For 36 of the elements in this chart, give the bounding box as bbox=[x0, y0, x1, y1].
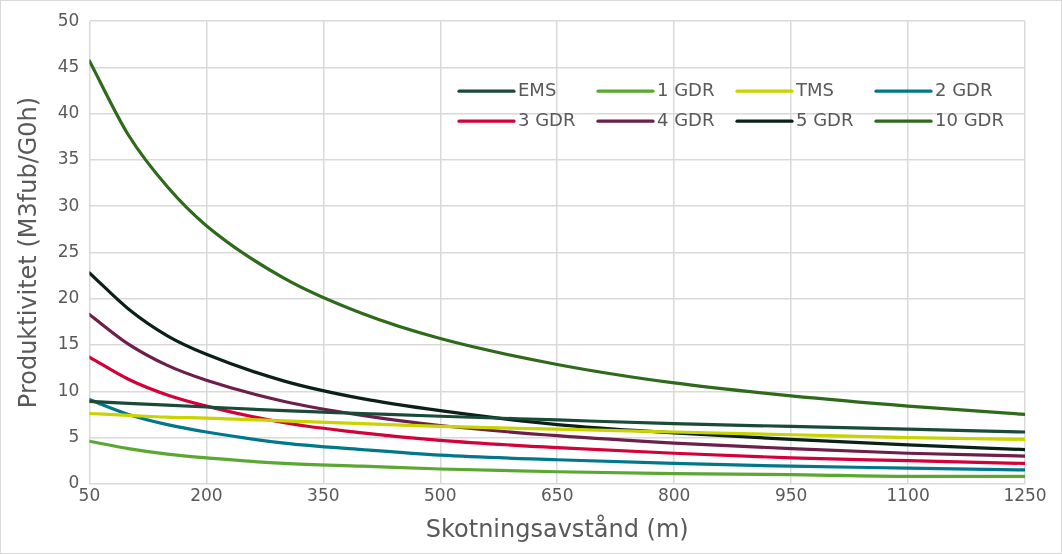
line-series bbox=[89, 411, 1025, 441]
y-tick-label: 50 bbox=[57, 9, 80, 30]
y-tick-label: 10 bbox=[57, 379, 80, 400]
legend-label: EMS bbox=[518, 78, 557, 100]
y-tick-label: 0 bbox=[68, 472, 80, 493]
legend-label: 1 GDR bbox=[657, 78, 715, 100]
line-series bbox=[89, 439, 1025, 478]
line-series bbox=[89, 355, 1025, 466]
x-tick-label: 650 bbox=[540, 485, 574, 506]
y-tick-label: 45 bbox=[57, 55, 80, 76]
y-tick-label: 15 bbox=[57, 333, 80, 354]
x-tick-label: 500 bbox=[424, 485, 457, 506]
legend-label: 2 GDR bbox=[935, 78, 993, 100]
x-tick-label: 1250 bbox=[1003, 485, 1047, 506]
x-tick-label: 350 bbox=[307, 485, 340, 506]
x-tick-label: 1100 bbox=[886, 485, 930, 506]
x-tick-label: 200 bbox=[190, 485, 223, 506]
legend-label: 3 GDR bbox=[518, 108, 576, 130]
y-tick-label: 40 bbox=[57, 102, 80, 123]
x-tick-label: 800 bbox=[657, 485, 691, 506]
line-series bbox=[89, 59, 1025, 417]
line-series bbox=[89, 398, 1025, 472]
line-series bbox=[89, 399, 1025, 434]
y-axis-title: Produktivitet (M3fub/G0h) bbox=[13, 96, 42, 409]
legend-label: 5 GDR bbox=[796, 108, 854, 130]
legend-label: TMS bbox=[795, 78, 834, 100]
y-tick-label: 20 bbox=[57, 287, 80, 308]
y-tick-label: 30 bbox=[57, 194, 80, 215]
legend-label: 10 GDR bbox=[935, 108, 1004, 130]
line-series bbox=[89, 312, 1025, 458]
x-tick-label: 950 bbox=[774, 485, 808, 506]
x-axis-title: Skotningsavstånd (m) bbox=[425, 513, 689, 543]
legend-label: 4 GDR bbox=[657, 108, 715, 130]
y-tick-label: 25 bbox=[57, 240, 80, 261]
y-tick-label: 35 bbox=[57, 148, 80, 169]
y-tick-label: 5 bbox=[68, 425, 80, 446]
